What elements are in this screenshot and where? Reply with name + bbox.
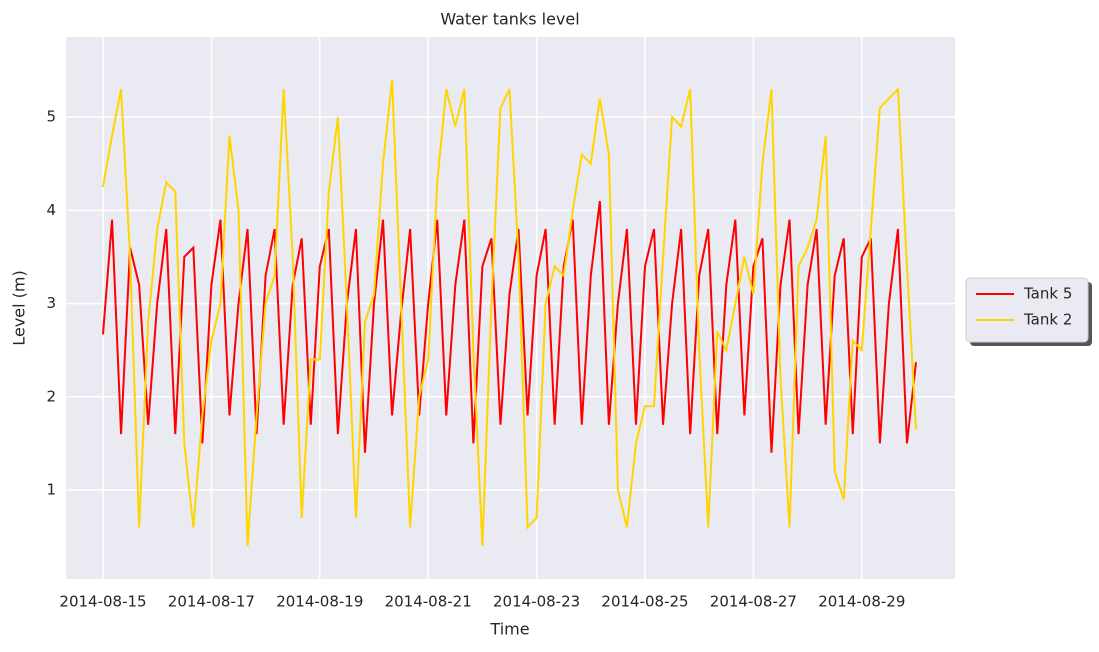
y-axis-label: Level (m) <box>10 270 29 345</box>
x-tick-label: 2014-08-27 <box>710 593 797 611</box>
x-axis-label: Time <box>489 620 529 639</box>
y-tick-label: 3 <box>46 294 56 312</box>
data-line <box>102 79 917 546</box>
x-tick-label: 2014-08-29 <box>818 593 905 611</box>
x-tick-label: 2014-08-23 <box>493 593 580 611</box>
legend: Tank 5 Tank 2 <box>965 277 1092 346</box>
y-tick-label: 4 <box>46 201 56 219</box>
grid <box>66 37 955 579</box>
x-tick-label: 2014-08-19 <box>276 593 363 611</box>
x-tick-label: 2014-08-21 <box>385 593 472 611</box>
x-tick-label: 2014-08-25 <box>601 593 688 611</box>
x-tick-label: 2014-08-17 <box>168 593 255 611</box>
x-tick-label: 2014-08-15 <box>59 593 146 611</box>
y-tick-label: 5 <box>46 108 56 126</box>
y-tick-label: 1 <box>46 480 56 498</box>
chart-title: Water tanks level <box>440 10 579 29</box>
y-tick-label: 2 <box>46 387 56 405</box>
data-line <box>102 200 917 453</box>
lines <box>102 79 917 546</box>
legend-label: Tank 2 <box>1023 311 1072 329</box>
legend-label: Tank 5 <box>1023 285 1072 303</box>
